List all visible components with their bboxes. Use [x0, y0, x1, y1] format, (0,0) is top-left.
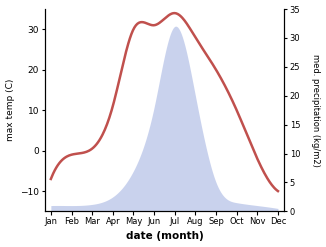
Y-axis label: med. precipitation (kg/m2): med. precipitation (kg/m2)	[311, 54, 320, 167]
X-axis label: date (month): date (month)	[126, 231, 203, 242]
Y-axis label: max temp (C): max temp (C)	[6, 79, 15, 141]
